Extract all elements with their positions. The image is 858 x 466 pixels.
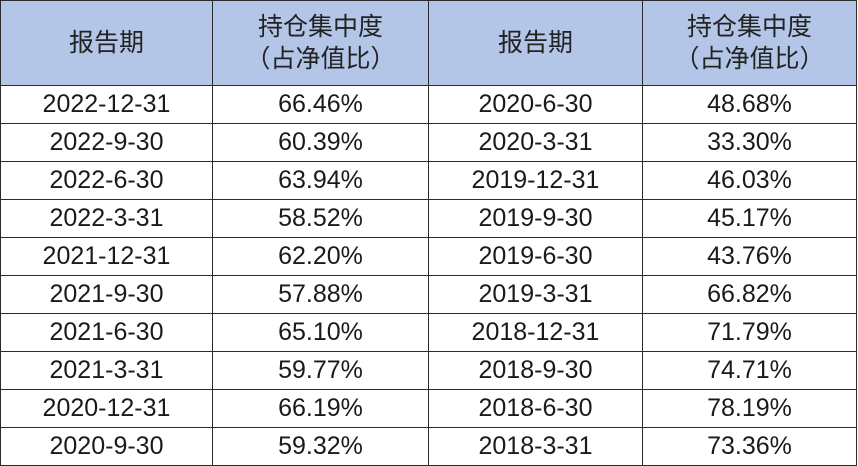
concentration-cell: 62.20% [212, 237, 429, 276]
table-row: 2021-12-31 62.20% 2019-6-30 43.76% [0, 237, 857, 276]
table-body: 2022-12-31 66.46% 2020-6-30 48.68% 2022-… [0, 85, 857, 466]
header-concentration-right: 持仓集中度 （占净值比） [642, 0, 857, 86]
concentration-cell: 60.39% [212, 123, 429, 162]
concentration-cell: 48.68% [642, 85, 857, 124]
concentration-cell: 78.19% [642, 389, 857, 428]
table-header: 报告期 持仓集中度 （占净值比） 报告期 持仓集中度 （占净值比） [0, 0, 857, 86]
concentration-cell: 71.79% [642, 313, 857, 352]
report-date-cell: 2018-6-30 [428, 389, 643, 428]
report-date-cell: 2022-12-31 [0, 85, 213, 124]
report-date-cell: 2022-9-30 [0, 123, 213, 162]
report-date-cell: 2020-9-30 [0, 427, 213, 466]
table-row: 2021-3-31 59.77% 2018-9-30 74.71% [0, 351, 857, 390]
report-date-cell: 2020-3-31 [428, 123, 643, 162]
report-date-cell: 2022-3-31 [0, 199, 213, 238]
concentration-cell: 63.94% [212, 161, 429, 200]
report-date-cell: 2021-12-31 [0, 237, 213, 276]
table-row: 2020-9-30 59.32% 2018-3-31 73.36% [0, 427, 857, 466]
header-label: 报告期 [497, 29, 573, 57]
report-date-cell: 2020-6-30 [428, 85, 643, 124]
concentration-cell: 45.17% [642, 199, 857, 238]
concentration-cell: 58.52% [212, 199, 429, 238]
header-label-line2: （占净值比） [245, 45, 396, 73]
header-report-period-left: 报告期 [0, 0, 213, 86]
report-date-cell: 2021-3-31 [0, 351, 213, 390]
concentration-cell: 59.77% [212, 351, 429, 390]
concentration-cell: 59.32% [212, 427, 429, 466]
concentration-cell: 33.30% [642, 123, 857, 162]
header-report-period-right: 报告期 [428, 0, 643, 86]
concentration-cell: 74.71% [642, 351, 857, 390]
header-row: 报告期 持仓集中度 （占净值比） 报告期 持仓集中度 （占净值比） [0, 0, 857, 86]
report-date-cell: 2021-9-30 [0, 275, 213, 314]
header-label: 报告期 [68, 29, 144, 57]
table-row: 2022-9-30 60.39% 2020-3-31 33.30% [0, 123, 857, 162]
header-label-line1: 持仓集中度 [686, 13, 812, 41]
concentration-cell: 46.03% [642, 161, 857, 200]
concentration-cell: 66.46% [212, 85, 429, 124]
report-date-cell: 2019-6-30 [428, 237, 643, 276]
concentration-cell: 73.36% [642, 427, 857, 466]
concentration-cell: 43.76% [642, 237, 857, 276]
report-date-cell: 2018-9-30 [428, 351, 643, 390]
header-label-line2: （占净值比） [674, 45, 825, 73]
report-date-cell: 2022-6-30 [0, 161, 213, 200]
report-date-cell: 2021-6-30 [0, 313, 213, 352]
concentration-cell: 66.19% [212, 389, 429, 428]
table-row: 2021-9-30 57.88% 2019-3-31 66.82% [0, 275, 857, 314]
report-date-cell: 2020-12-31 [0, 389, 213, 428]
report-date-cell: 2018-3-31 [428, 427, 643, 466]
table-row: 2022-12-31 66.46% 2020-6-30 48.68% [0, 85, 857, 124]
report-date-cell: 2018-12-31 [428, 313, 643, 352]
report-date-cell: 2019-9-30 [428, 199, 643, 238]
report-date-cell: 2019-12-31 [428, 161, 643, 200]
table-row: 2021-6-30 65.10% 2018-12-31 71.79% [0, 313, 857, 352]
concentration-cell: 57.88% [212, 275, 429, 314]
concentration-cell: 66.82% [642, 275, 857, 314]
report-date-cell: 2019-3-31 [428, 275, 643, 314]
header-concentration-left: 持仓集中度 （占净值比） [212, 0, 429, 86]
table-row: 2020-12-31 66.19% 2018-6-30 78.19% [0, 389, 857, 428]
table-row: 2022-3-31 58.52% 2019-9-30 45.17% [0, 199, 857, 238]
table-row: 2022-6-30 63.94% 2019-12-31 46.03% [0, 161, 857, 200]
header-label-line1: 持仓集中度 [257, 13, 383, 41]
concentration-cell: 65.10% [212, 313, 429, 352]
